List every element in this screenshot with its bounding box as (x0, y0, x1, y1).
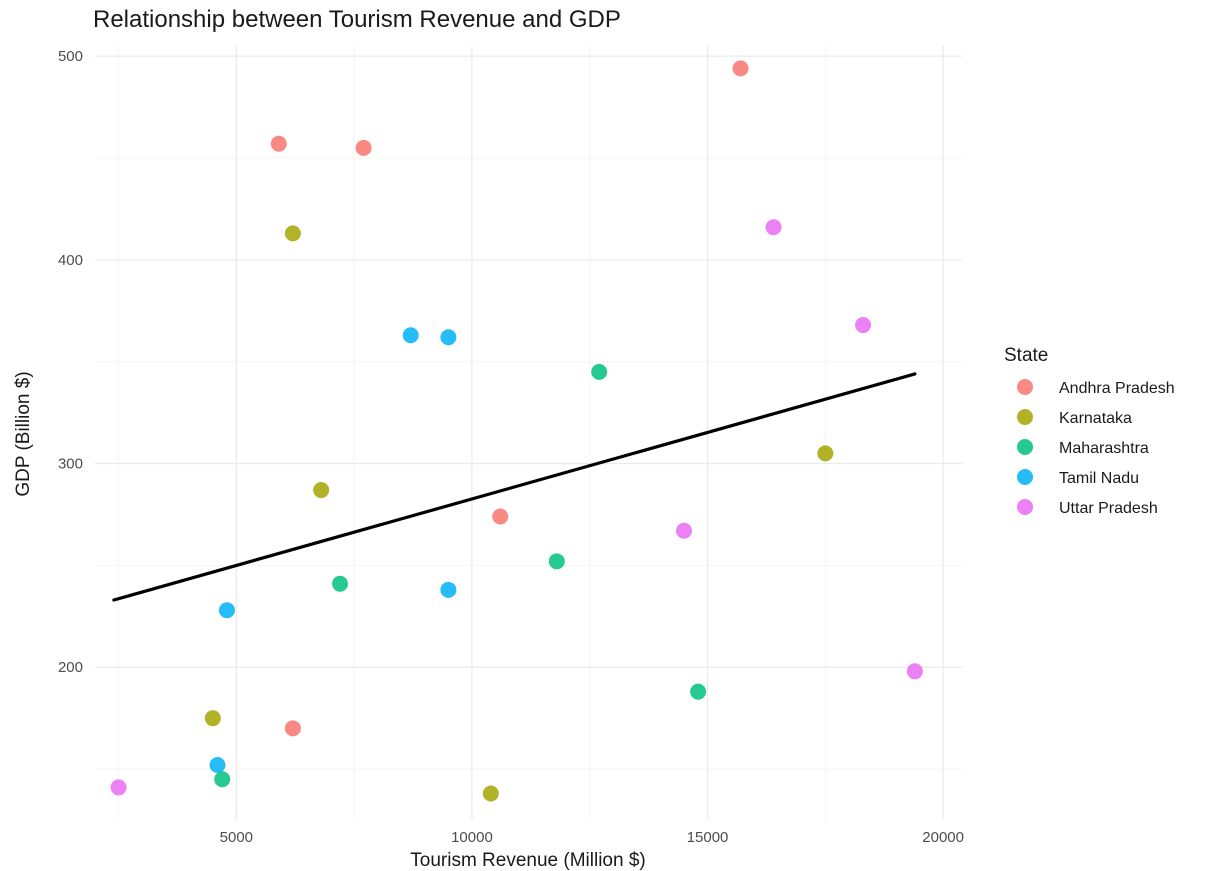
legend-key (1017, 409, 1033, 425)
data-point (492, 508, 509, 525)
data-point (270, 135, 287, 152)
data-point (548, 553, 565, 570)
y-tick-label: 200 (58, 659, 83, 676)
data-point (855, 317, 872, 334)
data-point (591, 363, 608, 380)
data-point (732, 60, 749, 77)
chart-title: Relationship between Tourism Revenue and… (93, 6, 621, 33)
data-point (440, 329, 457, 346)
y-tick-label: 400 (58, 252, 83, 269)
y-axis-ticks: 200 300 400 500 (58, 48, 83, 676)
legend: State Andhra Pradesh Karnataka Maharashtra… (1004, 345, 1175, 517)
legend-key (1017, 379, 1033, 395)
legend-key (1017, 439, 1033, 455)
x-tick-label: 5000 (220, 829, 253, 846)
data-point (355, 139, 372, 156)
data-point (402, 327, 419, 344)
data-point (110, 779, 127, 796)
data-point (204, 710, 221, 727)
legend-label: Tamil Nadu (1059, 470, 1139, 487)
points-group (110, 60, 923, 802)
data-point (690, 683, 707, 700)
data-point (284, 720, 301, 737)
y-tick-label: 300 (58, 456, 83, 473)
data-point (209, 757, 226, 774)
data-point (482, 785, 499, 802)
data-point (284, 225, 301, 242)
legend-key (1017, 499, 1033, 515)
data-point (675, 522, 692, 539)
data-point (817, 445, 834, 462)
grid (95, 46, 962, 820)
x-tick-label: 20000 (922, 829, 964, 846)
data-point (332, 575, 349, 592)
trendline-group (112, 372, 917, 602)
x-axis-ticks: 5000 10000 15000 20000 (220, 829, 964, 846)
x-tick-label: 10000 (451, 829, 493, 846)
data-point (765, 219, 782, 236)
data-point (906, 663, 923, 680)
legend-key (1017, 469, 1033, 485)
legend-title: State (1004, 345, 1048, 366)
y-tick-label: 500 (58, 48, 83, 65)
y-axis-title: GDP (Billion $) (13, 371, 34, 496)
legend-label: Maharashtra (1059, 440, 1149, 457)
data-point (218, 602, 235, 619)
x-tick-label: 15000 (687, 829, 729, 846)
trendline (112, 372, 917, 602)
legend-label: Andhra Pradesh (1059, 380, 1175, 397)
legend-label: Karnataka (1059, 410, 1132, 427)
data-point (440, 581, 457, 598)
data-point (313, 482, 330, 499)
x-axis-title: Tourism Revenue (Million $) (410, 850, 645, 871)
legend-label: Uttar Pradesh (1059, 500, 1158, 517)
data-point (214, 771, 231, 788)
